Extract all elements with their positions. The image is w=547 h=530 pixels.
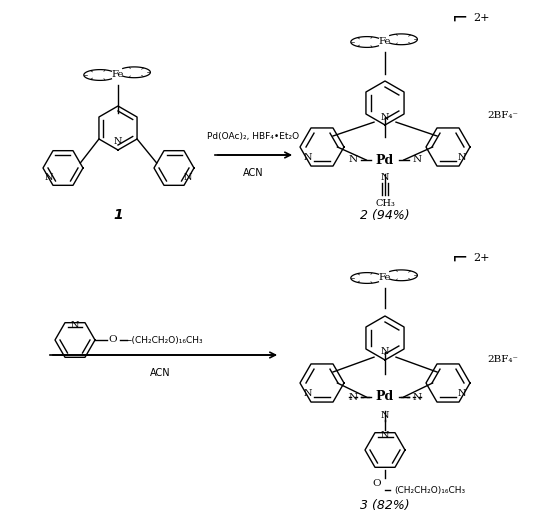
Text: 2 (94%): 2 (94%) — [360, 208, 410, 222]
Text: −(CH₂CH₂O)₁₆CH₃: −(CH₂CH₂O)₁₆CH₃ — [124, 335, 202, 344]
Text: N: N — [381, 431, 389, 440]
Text: (CH₂CH₂O)₁₆CH₃: (CH₂CH₂O)₁₆CH₃ — [394, 485, 465, 494]
Text: N: N — [45, 173, 53, 182]
Text: N: N — [381, 348, 389, 357]
Text: N: N — [412, 393, 422, 402]
Text: N: N — [381, 173, 389, 182]
Text: O: O — [373, 480, 381, 489]
Text: N: N — [348, 393, 358, 402]
Text: N: N — [458, 388, 466, 398]
Text: 2+: 2+ — [473, 13, 490, 23]
Text: ⌐: ⌐ — [452, 8, 468, 28]
Text: N: N — [381, 411, 389, 420]
Text: 3 (82%): 3 (82%) — [360, 499, 410, 511]
Text: Fe: Fe — [379, 272, 391, 281]
Text: ACN: ACN — [150, 368, 170, 378]
Text: ⌐: ⌐ — [452, 249, 468, 268]
Text: N: N — [71, 322, 79, 331]
Text: Fe: Fe — [379, 37, 391, 46]
Text: 2BF₄⁻: 2BF₄⁻ — [487, 356, 518, 365]
Text: N: N — [304, 153, 312, 162]
Text: N: N — [304, 388, 312, 398]
Text: N: N — [348, 155, 358, 164]
Text: N: N — [458, 153, 466, 162]
Text: Fe: Fe — [112, 69, 124, 78]
Text: 1: 1 — [113, 208, 123, 222]
Text: ACN: ACN — [243, 168, 263, 178]
Text: O: O — [109, 335, 117, 344]
Text: 2BF₄⁻: 2BF₄⁻ — [487, 110, 518, 119]
Text: N: N — [412, 155, 422, 164]
Text: N: N — [381, 112, 389, 121]
Text: CH₃: CH₃ — [375, 199, 395, 208]
Text: N: N — [184, 173, 192, 182]
Text: Pd: Pd — [376, 391, 394, 403]
Text: Pd(OAc)₂, HBF₄•Et₂O: Pd(OAc)₂, HBF₄•Et₂O — [207, 132, 299, 141]
Text: 2+: 2+ — [473, 253, 490, 263]
Text: Pd: Pd — [376, 154, 394, 166]
Text: N: N — [114, 137, 122, 146]
